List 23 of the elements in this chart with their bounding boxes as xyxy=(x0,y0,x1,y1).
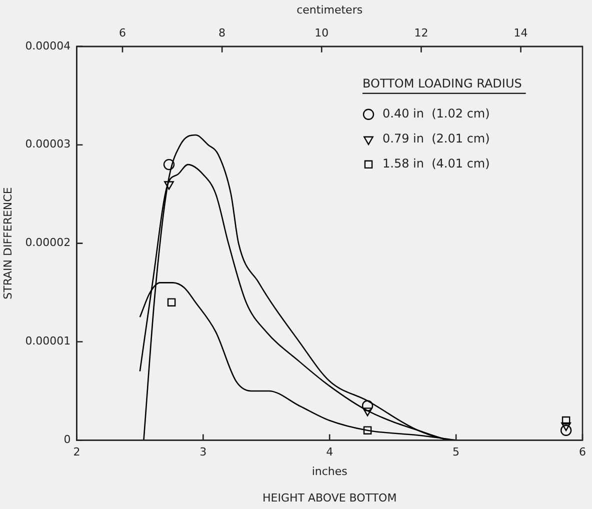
x-axis-title: HEIGHT ABOVE BOTTOM xyxy=(262,491,397,504)
y-tick-label: 0.00001 xyxy=(25,334,71,348)
y-tick-label: 0.00004 xyxy=(25,39,71,52)
legend-label: 1.58 in (4.01 cm) xyxy=(382,156,490,171)
x2-axis-title: centimeters xyxy=(296,3,363,16)
x-tick-label: 2 xyxy=(73,446,80,459)
x2-tick-label: 8 xyxy=(218,26,226,40)
x-tick-label: 3 xyxy=(200,446,207,459)
x2-tick-label: 10 xyxy=(314,26,329,40)
y-axis-title: STRAIN DIFFERENCE xyxy=(1,187,14,300)
x2-tick-label: 12 xyxy=(414,26,428,40)
y-tick-label: 0.00003 xyxy=(25,138,71,151)
x2-tick-label: 14 xyxy=(514,26,528,40)
text: inches xyxy=(312,464,348,478)
x2-tick-label: 6 xyxy=(118,26,126,40)
x-tick-label: 6 xyxy=(579,446,586,459)
legend-label: 0.40 in (1.02 cm) xyxy=(382,106,490,121)
x-tick-label: 4 xyxy=(326,446,334,459)
x-tick-label: 5 xyxy=(452,446,460,459)
y-tick-label: 0.00002 xyxy=(25,236,71,250)
y-tick-label: 0 xyxy=(64,433,71,446)
legend-title: BOTTOM LOADING RADIUS xyxy=(362,76,522,91)
legend-label: 0.79 in (2.01 cm) xyxy=(382,132,490,146)
